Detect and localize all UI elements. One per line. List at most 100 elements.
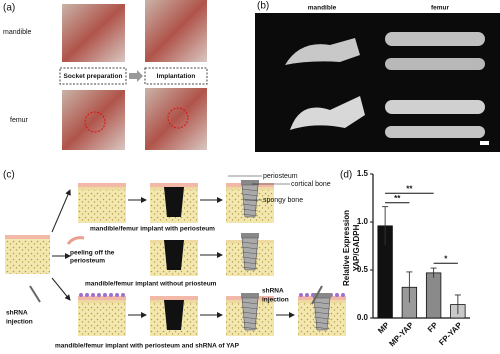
cortical-bone (78, 300, 126, 303)
y-axis-label: YAP/GADPH (352, 224, 361, 271)
note: shRNA (262, 288, 284, 295)
periosteum (5, 235, 50, 239)
caption: mandible/femur implant with periosteum a… (55, 343, 240, 350)
thread (241, 246, 259, 250)
shrna (109, 293, 113, 297)
socket (164, 300, 184, 330)
bone (385, 100, 485, 114)
sig-label: ** (406, 184, 413, 193)
implant-head (241, 293, 259, 298)
thread (241, 251, 259, 255)
periosteum (150, 296, 198, 300)
site (84, 111, 106, 133)
shrna (335, 293, 339, 297)
sig-label: ** (394, 194, 401, 203)
step-label: Implantation (157, 73, 196, 80)
note: injection (6, 319, 33, 326)
thread (241, 208, 259, 212)
caption: mandible/femur implant without priosteum (85, 281, 217, 288)
note: shRNA (6, 310, 28, 317)
note: injection (262, 297, 289, 304)
thread (313, 321, 331, 325)
thread (313, 306, 331, 310)
syringe (311, 285, 323, 305)
bone (385, 58, 485, 70)
panel-label: (c) (3, 170, 15, 181)
error-bar (454, 294, 461, 315)
x-tick-label: MP-YAP (387, 320, 415, 348)
caption: mandible/femur implant with periosteum (90, 226, 215, 233)
shrna (103, 293, 107, 297)
implant (241, 184, 259, 218)
step-box (59, 67, 127, 85)
shrna (79, 293, 83, 297)
y-tick-label: 0.5 (357, 265, 369, 274)
thread (313, 316, 331, 320)
arrow (129, 70, 143, 82)
photo (62, 90, 125, 150)
thread (241, 321, 259, 325)
layer-label: cortical bone (291, 181, 331, 188)
site (167, 107, 189, 129)
step-box (144, 67, 208, 85)
shrna (85, 293, 89, 297)
thread (241, 316, 259, 320)
bone-block (5, 238, 50, 274)
scale-bar (480, 141, 489, 145)
cortical-bone (78, 187, 126, 190)
row-label: femur (10, 117, 29, 124)
sig-label: * (444, 254, 448, 263)
thread (241, 241, 259, 245)
bone (285, 38, 360, 65)
syringe (29, 285, 41, 303)
thread (313, 326, 331, 330)
thread (241, 326, 259, 330)
peeled-periosteum (66, 236, 85, 245)
x-tick-label: FP-YAP (437, 320, 464, 347)
photo (62, 4, 125, 62)
periosteum (150, 183, 198, 187)
thread (241, 306, 259, 310)
bar (425, 272, 442, 319)
layer-label: spongy bone (263, 197, 303, 204)
panel-label: (a) (3, 3, 15, 14)
shrna (305, 293, 309, 297)
error-bar (406, 271, 413, 303)
thread (241, 203, 259, 207)
bone-block (78, 300, 126, 336)
periosteum (78, 296, 126, 300)
arrow (51, 277, 71, 301)
thread (241, 193, 259, 197)
x-tick-label: MP (376, 320, 391, 335)
note: periosteum (70, 258, 105, 265)
bone (385, 32, 485, 46)
thread (241, 311, 259, 315)
periosteum (78, 183, 126, 187)
thread (241, 266, 259, 270)
shrna (97, 293, 101, 297)
column-label: mandible (308, 5, 337, 12)
thread (241, 261, 259, 265)
bone (290, 96, 365, 130)
step-label: Socket preparation (64, 73, 123, 80)
thread (313, 301, 331, 305)
y-axis-label: Relative Expression (342, 210, 351, 286)
panel-label: (b) (257, 1, 269, 12)
shrna (115, 293, 119, 297)
thread (241, 256, 259, 260)
layer-label: periosteum (263, 173, 298, 180)
panel-label: (d) (340, 170, 352, 181)
thread (241, 301, 259, 305)
y-tick-label: 1.0 (357, 217, 369, 226)
implant-head (241, 233, 259, 238)
panel-b: (b) mandible femur (255, 1, 500, 152)
panel-d: (d) Relative Expression YAP/GADPH 0.0 0.5… (340, 169, 470, 348)
y-tick-label: 1.5 (357, 169, 369, 178)
error-bar (382, 206, 389, 246)
column-label: femur (431, 5, 450, 12)
thread (241, 213, 259, 217)
shrna (91, 293, 95, 297)
implant-head (313, 293, 331, 298)
bone-block (78, 187, 126, 223)
